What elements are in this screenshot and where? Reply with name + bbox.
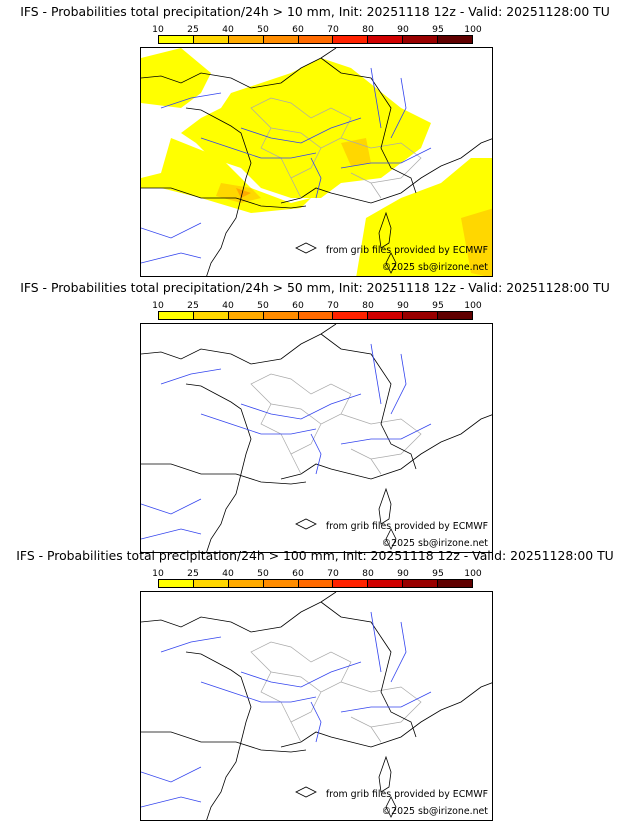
- probability-map: from grib files provided by ECMWF ©2025 …: [140, 323, 493, 553]
- colorbar-tick: 95: [432, 568, 444, 579]
- forecast-panel-1: IFS - Probabilities total precipitation/…: [0, 0, 630, 277]
- colorbar-segment: [438, 580, 473, 587]
- coastlines: [141, 324, 492, 552]
- colorbar-tick: 60: [292, 568, 304, 579]
- colorbar-tick: 80: [362, 24, 374, 35]
- coastlines: [141, 592, 492, 820]
- colorbar-tick: 40: [222, 300, 234, 311]
- colorbar-ticks: 10 25 40 50 60 70 80 90 95 100: [152, 300, 482, 311]
- map-graphic: [141, 324, 492, 552]
- colorbar-segment: [403, 312, 439, 319]
- colorbar-segment: [368, 312, 404, 319]
- colorbar-segment: [263, 312, 299, 319]
- country-borders: [235, 601, 417, 753]
- colorbar-tick: 70: [327, 568, 339, 579]
- colorbar-segment: [193, 36, 229, 43]
- borders: [250, 641, 422, 743]
- colorbar-tick: 60: [292, 300, 304, 311]
- colorbar-tick: 10: [152, 24, 164, 35]
- colorbar-tick: 25: [187, 24, 199, 35]
- colorbar-legend: [158, 35, 473, 44]
- forecast-panel-2: IFS - Probabilities total precipitation/…: [0, 276, 630, 553]
- borders: [250, 97, 422, 199]
- colorbar-tick: 80: [362, 300, 374, 311]
- colorbar-legend: [158, 579, 473, 588]
- colorbar-tick: 95: [432, 300, 444, 311]
- colorbar-segment: [298, 312, 334, 319]
- probability-map: from grib files provided by ECMWF ©2025 …: [140, 47, 493, 277]
- colorbar-segment: [438, 312, 473, 319]
- colorbar-tick: 100: [464, 24, 482, 35]
- colorbar-segment: [333, 312, 369, 319]
- country-borders: [235, 57, 417, 209]
- colorbar-segment: [368, 36, 404, 43]
- colorbar-tick: 40: [222, 24, 234, 35]
- source-credit: from grib files provided by ECMWF: [325, 245, 488, 256]
- colorbar-segment: [438, 36, 473, 43]
- colorbar-tick: 10: [152, 300, 164, 311]
- colorbar-tick: 70: [327, 24, 339, 35]
- probability-map: from grib files provided by ECMWF ©2025 …: [140, 591, 493, 821]
- colorbar-tick: 10: [152, 568, 164, 579]
- colorbar-segment: [403, 580, 439, 587]
- colorbar-ticks: 10 25 40 50 60 70 80 90 95 100: [152, 24, 482, 35]
- colorbar-segment: [159, 580, 194, 587]
- colorbar-tick: 70: [327, 300, 339, 311]
- colorbar-segment: [333, 580, 369, 587]
- colorbar-segment: [333, 36, 369, 43]
- panel-title: IFS - Probabilities total precipitation/…: [20, 4, 610, 19]
- precip-probability-areas: [141, 48, 492, 276]
- colorbar-segment: [263, 36, 299, 43]
- colorbar-tick: 95: [432, 24, 444, 35]
- colorbar-tick: 100: [464, 568, 482, 579]
- colorbar-ticks: 10 25 40 50 60 70 80 90 95 100: [152, 568, 482, 579]
- colorbar-tick: 60: [292, 24, 304, 35]
- colorbar-segment: [263, 580, 299, 587]
- panel-title: IFS - Probabilities total precipitation/…: [16, 548, 614, 563]
- colorbar-segment: [298, 580, 334, 587]
- colorbar-tick: 50: [257, 24, 269, 35]
- colorbar-tick: 50: [257, 568, 269, 579]
- colorbar-tick: 80: [362, 568, 374, 579]
- rivers: [141, 343, 432, 540]
- colorbar-tick: 90: [397, 568, 409, 579]
- borders: [250, 373, 422, 475]
- colorbar-legend: [158, 311, 473, 320]
- colorbar-segment: [159, 36, 194, 43]
- colorbar-tick: 40: [222, 568, 234, 579]
- coastlines: [141, 48, 492, 276]
- rivers: [141, 611, 432, 808]
- colorbar-tick: 90: [397, 300, 409, 311]
- colorbar-tick: 25: [187, 300, 199, 311]
- forecast-panel-3: IFS - Probabilities total precipitation/…: [0, 544, 630, 821]
- source-credit: from grib files provided by ECMWF: [325, 521, 488, 532]
- panel-title: IFS - Probabilities total precipitation/…: [20, 280, 610, 295]
- copyright-credit: ©2025 sb@irizone.net: [381, 806, 488, 817]
- rivers: [141, 67, 432, 264]
- colorbar-segment: [298, 36, 334, 43]
- colorbar-segment: [193, 312, 229, 319]
- colorbar-tick: 25: [187, 568, 199, 579]
- colorbar-segment: [403, 36, 439, 43]
- map-graphic: [141, 592, 492, 820]
- colorbar-tick: 100: [464, 300, 482, 311]
- colorbar-segment: [228, 580, 264, 587]
- map-graphic: [141, 48, 492, 276]
- colorbar-tick: 90: [397, 24, 409, 35]
- copyright-credit: ©2025 sb@irizone.net: [381, 262, 488, 273]
- colorbar-segment: [228, 312, 264, 319]
- country-borders: [235, 333, 417, 485]
- source-credit: from grib files provided by ECMWF: [325, 789, 488, 800]
- colorbar-segment: [159, 312, 194, 319]
- colorbar-segment: [368, 580, 404, 587]
- colorbar-segment: [228, 36, 264, 43]
- colorbar-segment: [193, 580, 229, 587]
- colorbar-tick: 50: [257, 300, 269, 311]
- copyright-credit: ©2025 sb@irizone.net: [381, 538, 488, 549]
